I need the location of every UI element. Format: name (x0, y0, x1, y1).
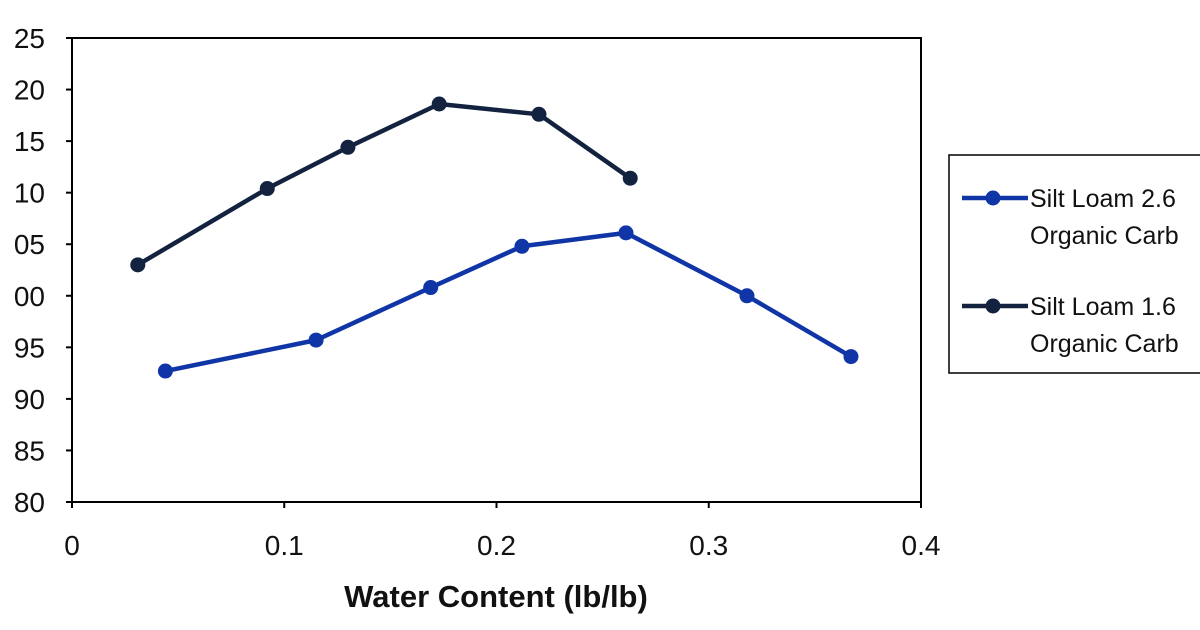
legend-label: Organic Carb (1030, 222, 1179, 250)
legend-label: Organic Carb (1030, 330, 1179, 358)
x-tick-label: 0 (64, 530, 80, 561)
legend-marker-2 (985, 298, 1001, 314)
series-group (130, 96, 859, 379)
y-tick-label: 95 (14, 332, 45, 363)
y-tick-label: 10 (14, 178, 45, 209)
series-1-point (157, 363, 173, 379)
series-1-point (308, 332, 324, 348)
y-tick-label: 00 (14, 281, 45, 312)
series-line-2 (136, 101, 632, 267)
legend-label: Silt Loam 2.6 (1030, 185, 1176, 213)
legend-marker-1 (985, 190, 1001, 206)
y-tick-label: 25 (14, 23, 45, 54)
series-2-point (431, 96, 447, 112)
y-tick-label: 80 (14, 487, 45, 518)
series-1-point (618, 225, 634, 241)
series-2-point (622, 170, 638, 186)
series-2-point (130, 257, 146, 273)
legend-label: Silt Loam 1.6 (1030, 293, 1176, 321)
x-axis-ticks: 0 0.1 0.2 0.3 0.4 (64, 502, 940, 561)
series-1-point (739, 288, 755, 304)
series-2-point (340, 139, 356, 155)
y-tick-label: 20 (14, 75, 45, 106)
series-2-point (259, 181, 275, 197)
series-1-point (423, 280, 439, 296)
series-1-point (514, 238, 530, 254)
axes (71, 37, 922, 503)
x-tick-label: 0.1 (265, 530, 304, 561)
x-tick-label: 0.4 (902, 530, 941, 561)
y-axis-ticks: 80 85 90 95 00 05 10 15 20 25 (14, 23, 72, 518)
plot-frame (71, 37, 922, 503)
legend: Silt Loam 2.6 Organic Carb Silt Loam 1.6 Or… (948, 154, 1200, 374)
x-tick-label: 0.2 (477, 530, 516, 561)
x-axis-label: Water Content (lb/lb) (344, 579, 648, 614)
y-tick-label: 85 (14, 435, 45, 466)
series-2-point (531, 106, 547, 122)
y-tick-label: 15 (14, 126, 45, 157)
y-tick-label: 05 (14, 229, 45, 260)
series-1-point (843, 349, 859, 365)
x-tick-label: 0.3 (689, 530, 728, 561)
y-tick-label: 90 (14, 384, 45, 415)
